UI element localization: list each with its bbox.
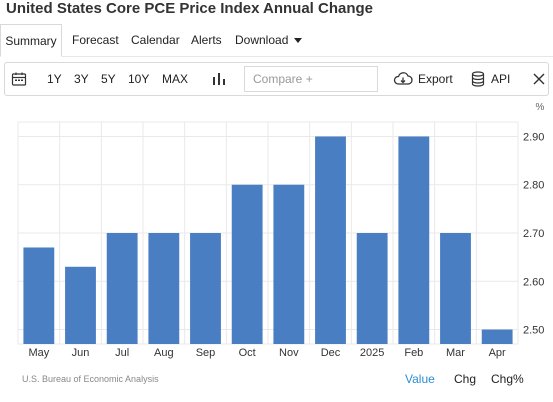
range-10y[interactable]: 10Y xyxy=(128,72,150,86)
calendar-icon[interactable] xyxy=(11,71,27,87)
bar[interactable] xyxy=(23,247,55,344)
bar[interactable] xyxy=(398,136,430,344)
bar[interactable] xyxy=(315,136,346,344)
bar[interactable] xyxy=(190,233,221,344)
tab-alerts[interactable]: Alerts xyxy=(191,33,222,47)
tab-forecast[interactable]: Forecast xyxy=(72,33,119,47)
api-button[interactable]: API xyxy=(491,72,511,86)
y-tick-label: 2.90 xyxy=(523,131,544,143)
bar[interactable] xyxy=(148,233,180,344)
chart-grid xyxy=(17,121,519,345)
bar[interactable] xyxy=(65,266,96,344)
y-axis-ticks: 2.90 2.80 2.70 2.60 2.50 xyxy=(523,131,544,336)
close-icon[interactable] xyxy=(532,72,546,86)
x-tick-label: Aug xyxy=(154,347,174,359)
bar[interactable] xyxy=(440,233,471,344)
tab-bar: Summary Forecast Calendar Alerts Downloa… xyxy=(0,24,553,57)
bar[interactable] xyxy=(106,233,138,344)
range-3y[interactable]: 3Y xyxy=(74,72,89,86)
chgpct-toggle[interactable]: Chg% xyxy=(491,372,524,386)
database-icon[interactable] xyxy=(471,71,485,87)
chevron-down-icon xyxy=(294,38,303,44)
x-tick-label: May xyxy=(28,347,49,359)
y-tick-label: 2.70 xyxy=(523,228,544,240)
bar[interactable] xyxy=(231,184,263,344)
x-tick-label: Feb xyxy=(404,347,423,359)
x-tick-label: Apr xyxy=(489,347,506,359)
tab-summary[interactable]: Summary xyxy=(0,24,62,57)
tab-calendar[interactable]: Calendar xyxy=(131,33,180,47)
tab-download-label: Download xyxy=(235,33,289,47)
bar[interactable] xyxy=(356,233,388,344)
y-tick-label: 2.50 xyxy=(523,325,544,337)
cloud-download-icon[interactable] xyxy=(393,71,413,87)
bar[interactable] xyxy=(481,329,513,344)
chart-type-icon[interactable] xyxy=(212,72,226,86)
x-tick-label: 2025 xyxy=(360,347,384,359)
x-tick-label: Nov xyxy=(279,347,299,359)
x-tick-label: Dec xyxy=(321,347,341,359)
bar[interactable] xyxy=(273,184,305,344)
y-tick-label: 2.80 xyxy=(523,180,544,192)
x-axis-ticks: May Jun Jul Aug Sep Oct Nov Dec 2025 Feb Mar Apr xyxy=(28,347,506,359)
range-5y[interactable]: 5Y xyxy=(101,72,116,86)
chg-toggle[interactable]: Chg xyxy=(454,372,477,386)
x-tick-label: Jul xyxy=(115,347,129,359)
y-axis-unit: % xyxy=(536,102,545,113)
page-title: United States Core PCE Price Index Annua… xyxy=(6,0,374,17)
value-toggle[interactable]: Value xyxy=(405,372,435,386)
x-tick-label: Oct xyxy=(239,347,256,359)
x-tick-label: Sep xyxy=(196,347,216,359)
chart-bars xyxy=(23,136,513,344)
source-label: U.S. Bureau of Economic Analysis xyxy=(22,374,159,384)
chart-toolbar: 1Y 3Y 5Y 10Y MAX Export API xyxy=(4,62,549,96)
range-max[interactable]: MAX xyxy=(162,72,189,86)
export-button[interactable]: Export xyxy=(418,72,453,86)
y-tick-label: 2.60 xyxy=(523,276,544,288)
tab-download[interactable]: Download xyxy=(235,24,303,56)
x-tick-label: Mar xyxy=(446,347,465,359)
range-1y[interactable]: 1Y xyxy=(47,72,62,86)
compare-input[interactable] xyxy=(244,66,378,92)
bar-chart: 2.90 2.80 2.70 2.60 2.50 May Jun Jul Aug Sep Oct N… xyxy=(17,102,545,359)
x-tick-label: Jun xyxy=(72,347,90,359)
